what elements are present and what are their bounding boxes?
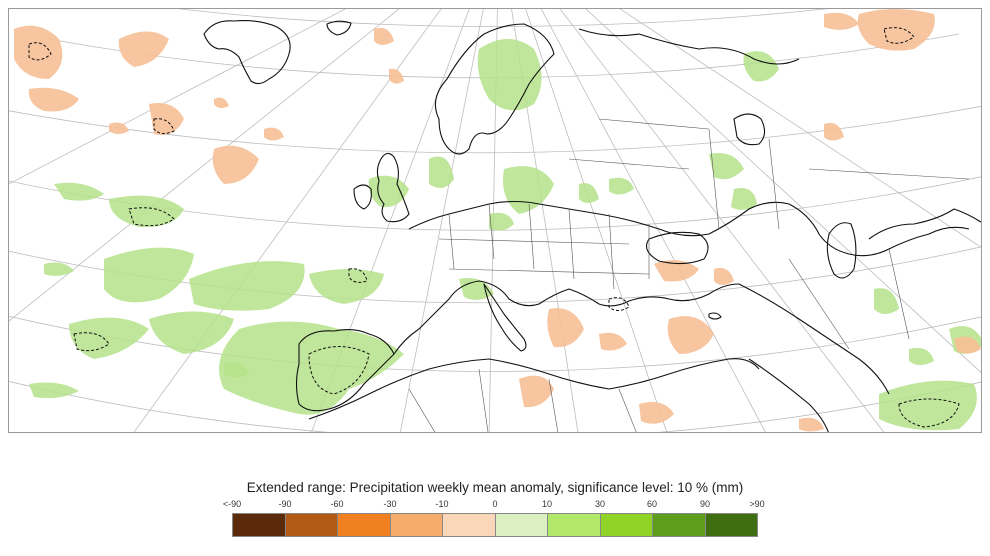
precipitation-anomaly-map bbox=[9, 9, 981, 432]
tick-label: >90 bbox=[749, 499, 765, 509]
tick-label: 10 bbox=[541, 499, 553, 509]
legend-title: Extended range: Precipitation weekly mea… bbox=[246, 480, 744, 495]
coastlines bbox=[203, 20, 981, 432]
legend-swatch bbox=[548, 514, 601, 536]
tick-label: -90 bbox=[278, 499, 292, 509]
tick-label: 60 bbox=[646, 499, 658, 509]
tick-label: -60 bbox=[330, 499, 344, 509]
legend-color-bar bbox=[232, 513, 758, 537]
country-borders bbox=[408, 118, 970, 432]
legend-swatch bbox=[600, 514, 653, 536]
legend-swatch bbox=[285, 514, 338, 536]
tick-label: 90 bbox=[699, 499, 711, 509]
tick-label: <-90 bbox=[222, 499, 242, 509]
tick-label: 0 bbox=[492, 499, 498, 509]
legend-swatch bbox=[338, 514, 391, 536]
legend-swatch bbox=[390, 514, 443, 536]
legend-swatch bbox=[443, 514, 496, 536]
tick-label: -30 bbox=[383, 499, 397, 509]
significance-contours bbox=[28, 27, 960, 428]
dry-anomaly-areas bbox=[14, 9, 981, 432]
map-panel bbox=[8, 8, 982, 433]
tick-label: 30 bbox=[594, 499, 606, 509]
legend-tick-labels: <-90 -90 -60 -30 -10 0 10 30 60 90 >90 bbox=[223, 499, 765, 511]
legend-swatch bbox=[653, 514, 706, 536]
legend-swatch bbox=[233, 514, 286, 536]
legend-swatch bbox=[495, 514, 548, 536]
legend-swatch bbox=[705, 514, 757, 536]
tick-label: -10 bbox=[435, 499, 449, 509]
